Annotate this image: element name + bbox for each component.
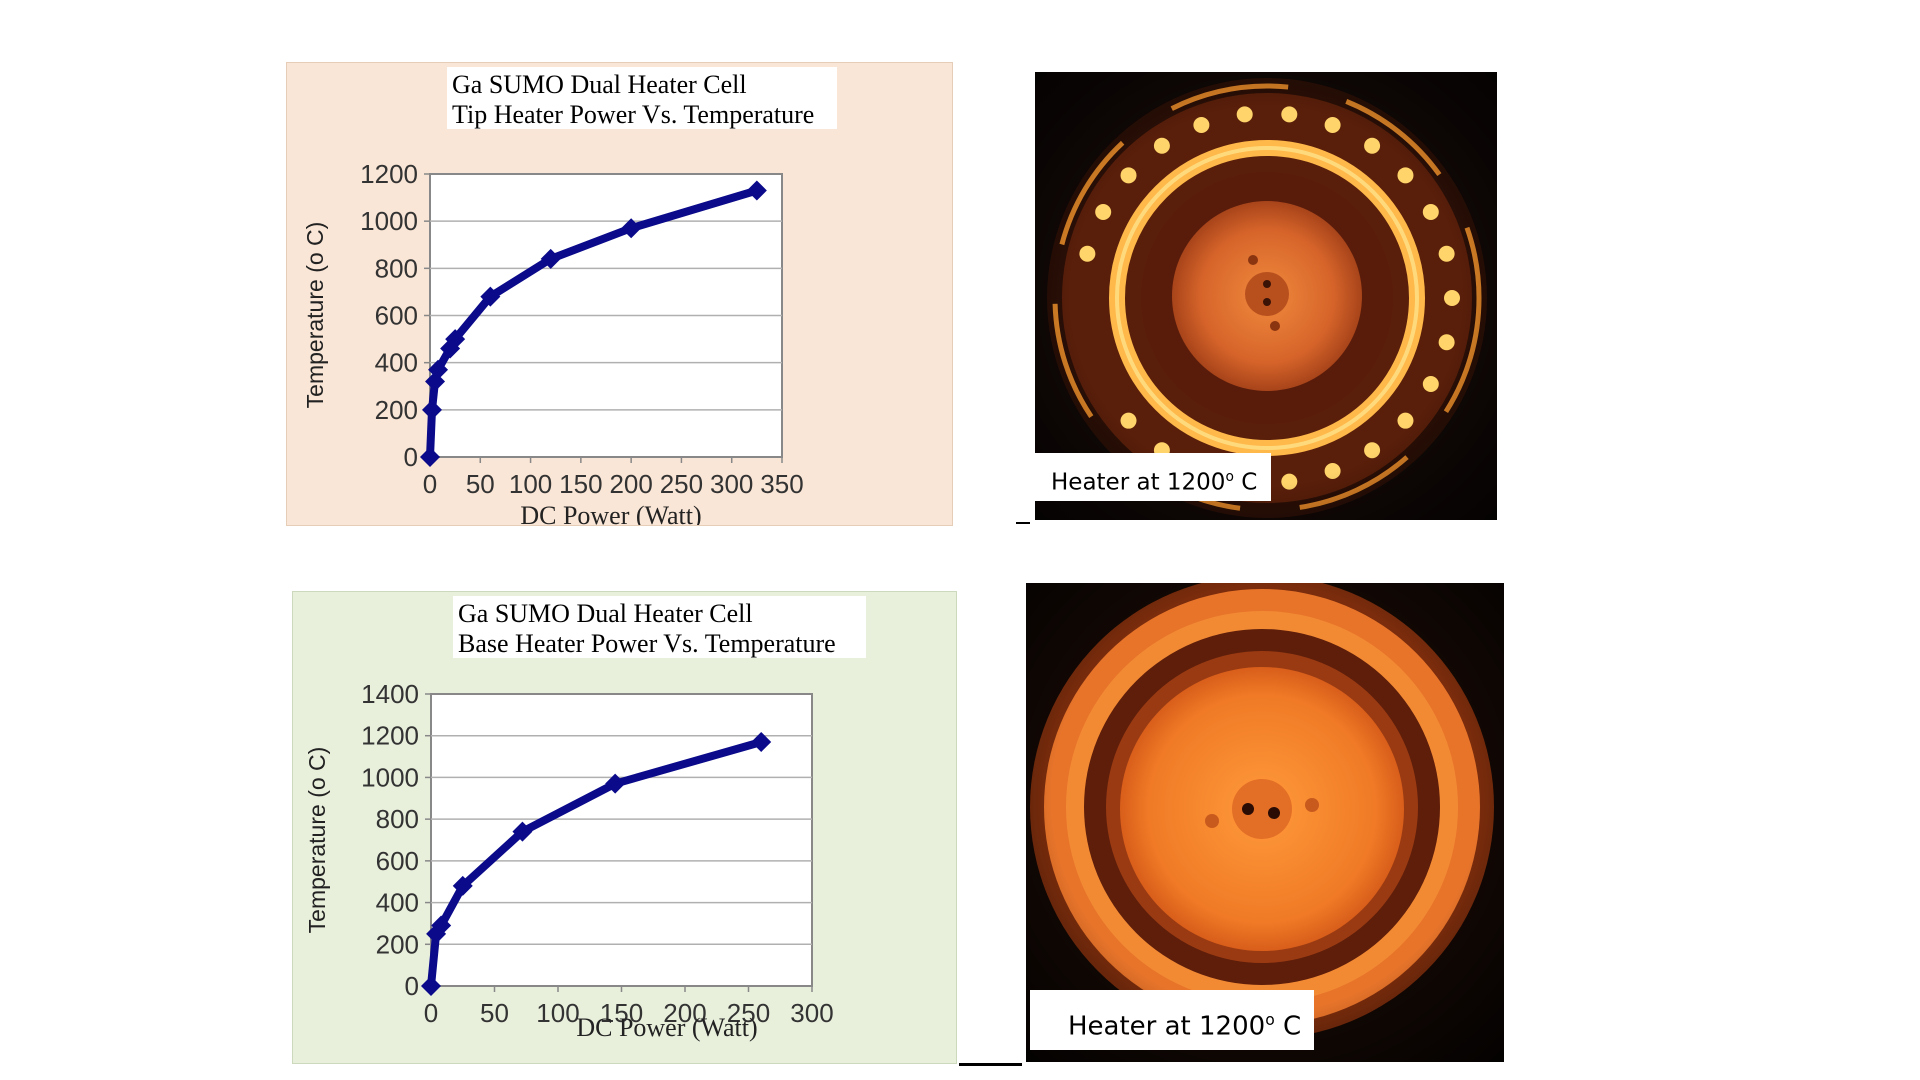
stray-underline <box>959 1063 1022 1066</box>
chart-title-line: Ga SUMO Dual Heater Cell <box>452 70 747 99</box>
y-axis-label: Temperature (o C) <box>302 222 328 409</box>
x-tick-label: 350 <box>760 469 803 499</box>
y-tick-label: 600 <box>376 846 419 876</box>
x-tick-label: 0 <box>423 469 437 499</box>
x-axis-label: DC Power (Watt) <box>520 501 701 525</box>
y-axis-label: Temperature (o C) <box>304 747 330 934</box>
y-tick-label: 1000 <box>360 206 418 236</box>
data-point-marker <box>621 218 642 239</box>
base-heater-photo-caption: Heater at 1200o C <box>1030 990 1314 1050</box>
x-tick-label: 250 <box>660 469 703 499</box>
data-point-marker <box>420 447 440 467</box>
degree-superscript: o <box>1225 469 1234 485</box>
x-tick-label: 200 <box>609 469 652 499</box>
y-tick-label: 1400 <box>361 679 419 709</box>
caption-prefix: Heater at 1200 <box>1068 1011 1266 1042</box>
x-tick-label: 50 <box>480 998 509 1028</box>
y-tick-label: 600 <box>375 301 418 331</box>
y-tick-label: 200 <box>376 929 419 959</box>
y-tick-label: 800 <box>375 253 418 283</box>
y-tick-label: 1000 <box>361 762 419 792</box>
x-tick-label: 200 <box>663 998 706 1028</box>
caption-suffix: C <box>1233 469 1258 496</box>
data-point-marker <box>422 399 443 420</box>
x-tick-label: 300 <box>790 998 833 1028</box>
y-tick-label: 1200 <box>361 721 419 751</box>
plot-area <box>430 693 813 987</box>
x-tick-label: 0 <box>424 998 438 1028</box>
y-tick-label: 1200 <box>360 159 418 189</box>
chart-title-line: Tip Heater Power Vs. Temperature <box>452 100 814 129</box>
x-tick-label: 300 <box>710 469 753 499</box>
data-point-marker <box>540 248 561 269</box>
data-point-marker <box>452 875 473 896</box>
x-tick-label: 100 <box>509 469 552 499</box>
data-point-marker <box>445 329 466 350</box>
x-tick-label: 250 <box>727 998 770 1028</box>
y-tick-label: 0 <box>404 442 418 472</box>
chart-title-box <box>447 67 837 129</box>
data-point-marker <box>512 821 533 842</box>
stray-dash <box>1016 522 1030 524</box>
data-point-marker <box>480 286 501 307</box>
caption-suffix: C <box>1274 1011 1302 1042</box>
y-tick-label: 800 <box>376 804 419 834</box>
tip-heater-glow-image <box>1035 72 1497 520</box>
y-tick-label: 400 <box>375 348 418 378</box>
data-point-marker <box>605 773 626 794</box>
data-point-marker <box>751 731 772 752</box>
base-heater-photo: Heater at 1200o C <box>1026 583 1504 1062</box>
x-tick-label: 100 <box>536 998 579 1028</box>
base-heater-chart: Ga SUMO Dual Heater Cell Base Heater Powe… <box>292 591 957 1064</box>
chart-title-line: Ga SUMO Dual Heater Cell <box>458 599 753 628</box>
base-heater-glow-image <box>1026 583 1504 1062</box>
tip-heater-photo: Heater at 1200o C <box>1035 72 1497 520</box>
tip-heater-photo-caption: Heater at 1200o C <box>1035 453 1271 501</box>
data-point-marker <box>746 180 767 201</box>
chart-title-box <box>453 596 866 658</box>
chart-title-line: Base Heater Power Vs. Temperature <box>458 629 836 658</box>
x-tick-label: 150 <box>559 469 602 499</box>
data-point-marker <box>431 915 452 936</box>
x-axis-label: DC Power (Watt) <box>576 1013 757 1042</box>
degree-superscript: o <box>1265 1011 1275 1029</box>
caption-prefix: Heater at 1200 <box>1051 469 1226 496</box>
x-tick-label: 150 <box>600 998 643 1028</box>
tip-heater-chart: Ga SUMO Dual Heater Cell Tip Heater Power… <box>286 62 953 526</box>
y-tick-label: 0 <box>405 971 419 1001</box>
data-point-marker <box>421 976 441 996</box>
x-tick-label: 50 <box>466 469 495 499</box>
data-point-marker <box>428 359 449 380</box>
y-tick-label: 400 <box>376 888 419 918</box>
y-tick-label: 200 <box>375 395 418 425</box>
